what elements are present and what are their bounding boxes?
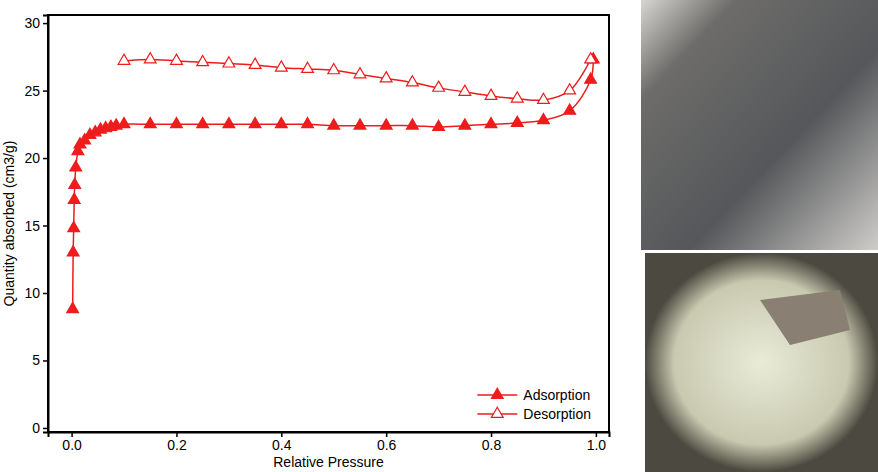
data-point — [328, 64, 340, 74]
y-tick-label: 20 — [24, 150, 40, 166]
data-point — [118, 118, 130, 128]
plot-frame — [48, 15, 609, 432]
y-tick: 25 — [24, 83, 48, 99]
data-point — [585, 53, 597, 63]
data-point — [67, 302, 79, 312]
data-point — [144, 118, 156, 128]
data-point — [354, 119, 366, 129]
x-tick-label: 0.6 — [377, 437, 397, 453]
series-line — [124, 60, 591, 101]
data-point — [407, 119, 419, 129]
data-point — [485, 89, 497, 99]
y-tick-label: 0 — [32, 420, 40, 436]
data-point — [70, 161, 82, 171]
data-point — [585, 73, 597, 83]
data-point — [249, 118, 261, 128]
data-point — [171, 118, 183, 128]
data-point — [380, 72, 392, 82]
legend-label: Adsorption — [523, 387, 590, 403]
x-axis: 0.0 0.2 0.4 0.6 0.8 1.0 — [49, 432, 610, 453]
data-point — [538, 113, 550, 123]
photos — [641, 0, 878, 472]
y-tick: 15 — [24, 218, 48, 234]
y-tick: 20 — [24, 150, 48, 166]
x-tick-label: 1.0 — [587, 437, 607, 453]
data-point — [118, 54, 130, 64]
data-point — [433, 81, 445, 91]
data-point — [354, 68, 366, 78]
data-point — [275, 118, 287, 128]
x-tick-label: 0.0 — [62, 437, 82, 453]
y-tick: 0 — [32, 420, 48, 436]
y-tick-label: 5 — [32, 352, 40, 368]
legend-item: Adsorption — [477, 387, 590, 403]
data-point — [459, 119, 471, 129]
data-point — [459, 85, 471, 95]
data-point — [302, 118, 314, 128]
data-point — [68, 221, 80, 231]
plot-area — [67, 53, 599, 313]
y-axis-title: Quantity absorbed (cm3/g) — [1, 141, 17, 307]
x-tick: 0.4 — [272, 432, 292, 453]
figure: 0.0 0.2 0.4 0.6 0.8 1.0 0 5 10 15 20 25 30 Relative P… — [0, 0, 878, 472]
legend-marker — [491, 407, 503, 417]
x-axis-title: Relative Pressure — [273, 454, 384, 470]
data-point — [564, 104, 576, 114]
data-point — [223, 118, 235, 128]
legend-item: Desorption — [477, 406, 591, 422]
x-tick: 0.2 — [167, 432, 187, 453]
data-point — [302, 62, 314, 72]
data-point — [68, 193, 80, 203]
data-point — [538, 93, 550, 103]
y-tick: 10 — [24, 285, 48, 301]
data-point — [223, 57, 235, 67]
data-point — [511, 116, 523, 126]
x-tick-label: 0.8 — [482, 437, 502, 453]
data-point — [511, 92, 523, 102]
data-point — [144, 53, 156, 63]
photo-bottom — [645, 253, 878, 472]
data-point — [67, 246, 79, 256]
x-tick: 0.8 — [482, 432, 502, 453]
x-tick: 0.0 — [62, 432, 82, 453]
data-point — [275, 61, 287, 71]
x-tick-label: 0.4 — [272, 437, 292, 453]
photo-detail — [760, 290, 850, 345]
data-point — [197, 55, 209, 65]
data-point — [564, 84, 576, 94]
y-tick-label: 10 — [24, 285, 40, 301]
data-point — [407, 76, 419, 86]
data-point — [433, 120, 445, 130]
y-axis: 0 5 10 15 20 25 30 — [24, 15, 48, 436]
legend-marker — [491, 388, 503, 398]
data-point — [380, 119, 392, 129]
y-tick: 30 — [24, 15, 48, 31]
data-point — [197, 118, 209, 128]
data-point — [328, 119, 340, 129]
x-tick: 1.0 — [587, 432, 607, 453]
x-tick: 0.6 — [377, 432, 397, 453]
photo-top — [641, 0, 878, 250]
y-tick-label: 30 — [24, 15, 40, 31]
series-line — [73, 60, 594, 310]
legend: Adsorption Desorption — [477, 387, 591, 422]
data-point — [171, 54, 183, 64]
x-axis-line — [49, 433, 610, 438]
y-tick-label: 25 — [24, 83, 40, 99]
x-tick-label: 0.2 — [167, 437, 187, 453]
data-point — [69, 178, 81, 188]
legend-label: Desorption — [523, 406, 591, 422]
data-point — [485, 118, 497, 128]
y-tick-label: 15 — [24, 218, 40, 234]
data-point — [249, 58, 261, 68]
y-tick: 5 — [32, 352, 48, 368]
